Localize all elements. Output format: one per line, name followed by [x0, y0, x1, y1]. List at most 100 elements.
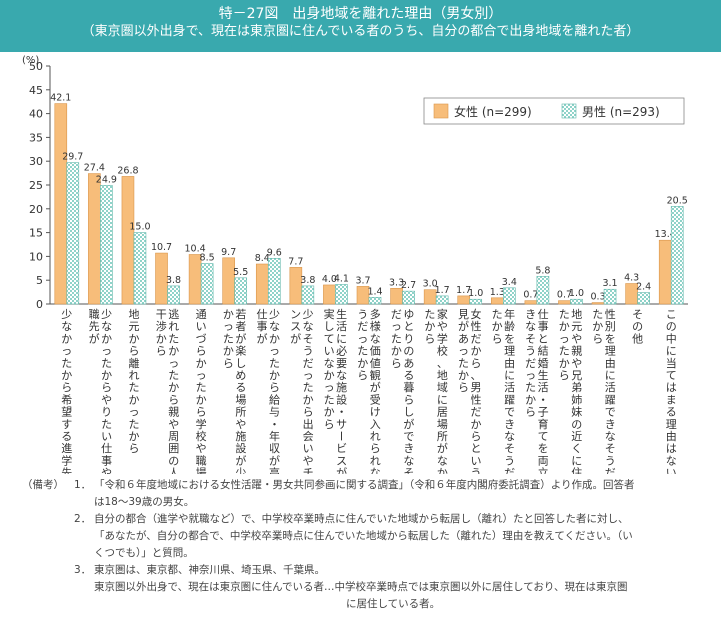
svg-text:て: て — [666, 369, 677, 382]
svg-text:・: ・ — [336, 406, 347, 419]
svg-text:生: 生 — [538, 368, 549, 382]
svg-text:設: 設 — [336, 392, 347, 406]
svg-text:た: た — [101, 418, 112, 431]
legend-label-male: 男性 (n=293) — [582, 105, 660, 119]
data-label: 2.7 — [401, 280, 416, 291]
bar-male — [66, 162, 80, 305]
svg-text:な: な — [370, 332, 381, 345]
svg-text:ら: ら — [357, 369, 368, 382]
svg-text:ま: ま — [666, 393, 677, 406]
svg-text:住: 住 — [571, 466, 582, 474]
note-line: 「あなたが、自分の都合で、中学校卒業時点に住んでいた地域から転居した（離れた）理… — [94, 530, 633, 542]
svg-text:他: 他 — [632, 332, 643, 345]
svg-text:っ: っ — [559, 332, 570, 345]
svg-text:周: 周 — [168, 430, 179, 443]
svg-text:元: 元 — [571, 320, 582, 333]
data-label: 8.4 — [255, 253, 270, 264]
svg-text:立: 立 — [538, 466, 549, 474]
data-label: 15.0 — [129, 222, 150, 233]
svg-text:な: な — [605, 430, 616, 443]
svg-text:し: し — [324, 320, 335, 333]
svg-text:か: か — [559, 320, 570, 333]
bar-female — [491, 297, 504, 305]
svg-text:か: か — [525, 393, 536, 406]
svg-text:高: 高 — [269, 466, 280, 474]
svg-text:理: 理 — [605, 345, 616, 358]
svg-text:か: か — [168, 345, 179, 358]
category-label: その他 — [632, 308, 643, 345]
svg-text:い: い — [666, 467, 677, 474]
y-tick-label: 35 — [29, 131, 43, 144]
svg-text:き: き — [504, 418, 515, 431]
svg-text:離: 離 — [128, 356, 139, 370]
svg-text:な: な — [101, 320, 112, 333]
svg-text:実: 実 — [324, 307, 335, 321]
svg-text:た: た — [592, 308, 603, 321]
svg-text:と: と — [470, 442, 481, 455]
bar-male — [167, 285, 180, 305]
data-label: 29.7 — [62, 152, 83, 163]
svg-text:ら: ら — [492, 332, 503, 345]
svg-text:事: 事 — [538, 320, 549, 333]
svg-text:親: 親 — [168, 406, 179, 419]
svg-text:っ: っ — [391, 320, 402, 333]
svg-text:か: か — [196, 357, 207, 370]
svg-text:暮: 暮 — [403, 380, 414, 394]
svg-text:収: 収 — [269, 442, 280, 455]
svg-text:だ: だ — [303, 357, 314, 370]
svg-text:っ: っ — [269, 345, 280, 358]
bar-male — [670, 206, 684, 305]
note-line: は18～39歳の男女。 — [94, 496, 195, 508]
data-label: 24.9 — [96, 174, 117, 185]
svg-text:れ: れ — [168, 320, 179, 333]
svg-text:っ: っ — [525, 369, 536, 382]
svg-text:出: 出 — [303, 417, 314, 431]
bar-male — [637, 292, 650, 305]
svg-text:が: が — [269, 453, 280, 467]
svg-text:ら: ら — [470, 430, 481, 443]
svg-text:躍: 躍 — [605, 393, 616, 406]
svg-text:き: き — [525, 308, 536, 321]
data-label: 3.8 — [300, 275, 315, 286]
svg-text:た: た — [424, 308, 435, 321]
svg-text:女: 女 — [470, 307, 481, 321]
note-line: 自分の都合（進学や就職など）で、中学校卒業時点に住んでいた地域から転居し（離れ）… — [94, 513, 629, 525]
svg-text:地: 地 — [437, 369, 448, 382]
bar-male — [301, 285, 315, 305]
bar-female — [524, 300, 538, 305]
svg-text:か: か — [357, 357, 368, 370]
svg-text:れ: れ — [128, 369, 139, 382]
svg-text:て: て — [324, 332, 335, 345]
svg-text:た: た — [559, 308, 570, 321]
note-line: くつでも）」と質問。 — [94, 547, 194, 559]
svg-text:ら: ら — [370, 442, 381, 455]
svg-text:家: 家 — [437, 307, 448, 321]
svg-text:ら: ら — [156, 345, 167, 358]
svg-text:活: 活 — [538, 381, 549, 394]
svg-text:か: か — [223, 308, 234, 321]
svg-text:少: 少 — [303, 308, 314, 321]
data-label: 9.6 — [267, 247, 282, 258]
svg-text:通: 通 — [196, 308, 207, 321]
svg-text:た: た — [525, 381, 536, 394]
svg-text:だ: だ — [391, 308, 402, 321]
svg-text:た: た — [559, 345, 570, 358]
svg-text:近: 近 — [571, 430, 582, 443]
category-label: 若者が楽しめる場所や施設が少なかったから — [223, 308, 247, 474]
svg-text:き: き — [403, 442, 414, 455]
svg-text:年: 年 — [269, 429, 280, 443]
chart-title: 特－27図 出身地域を離れた理由（男女別） — [218, 6, 503, 22]
svg-text:弟: 弟 — [571, 381, 582, 394]
data-label: 4.1 — [334, 273, 349, 284]
svg-text:性: 性 — [470, 319, 481, 333]
svg-text:婚: 婚 — [538, 356, 549, 370]
y-tick-label: 45 — [29, 84, 43, 97]
data-label: 0.7 — [557, 290, 572, 301]
svg-text:の: の — [571, 418, 582, 431]
svg-text:だ: だ — [470, 332, 481, 345]
svg-text:る: る — [403, 369, 414, 382]
svg-text:か: か — [424, 320, 435, 333]
svg-text:の: の — [168, 454, 179, 467]
y-unit-label: (%) — [22, 55, 39, 66]
